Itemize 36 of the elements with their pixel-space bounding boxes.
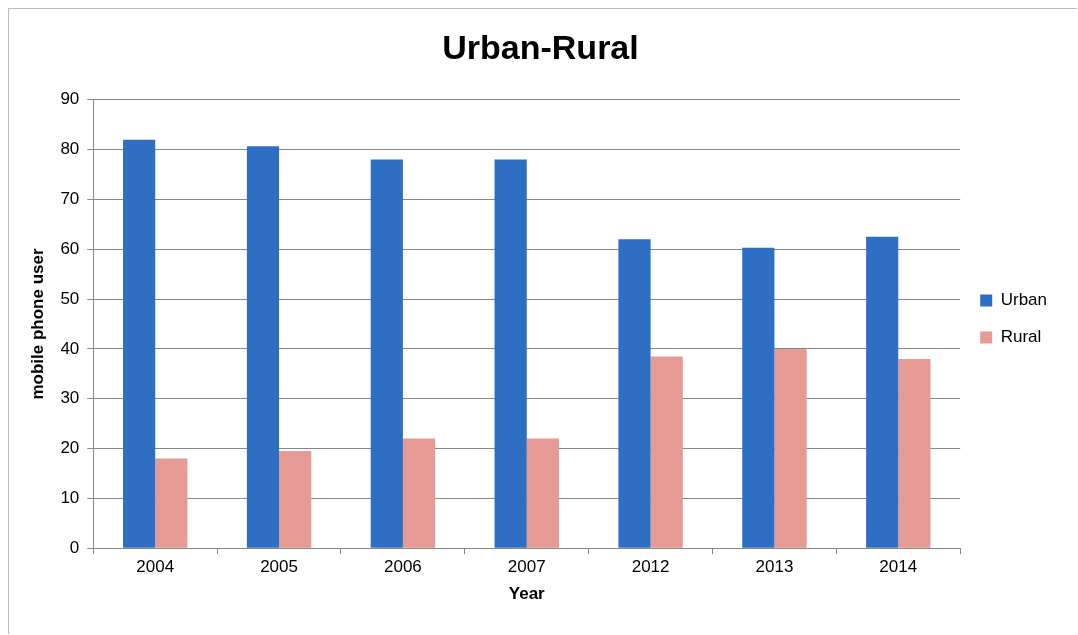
- y-tick-label: 0: [69, 537, 80, 557]
- bar: [650, 356, 683, 548]
- bar: [898, 358, 931, 548]
- y-tick-label: 70: [60, 189, 80, 209]
- bar: [742, 247, 775, 548]
- bar: [774, 348, 807, 548]
- x-tick-label: 2013: [755, 557, 794, 577]
- bar: [370, 159, 403, 548]
- bar: [494, 159, 527, 548]
- bar: [123, 139, 156, 548]
- x-axis-title: Year: [508, 584, 546, 604]
- bar: [155, 458, 188, 548]
- bar: [526, 438, 559, 548]
- bar: [402, 438, 436, 548]
- y-tick-label: 90: [60, 89, 80, 109]
- y-tick-label: 50: [60, 288, 80, 308]
- y-tick-label: 60: [60, 238, 80, 258]
- chart-title: Urban-Rural: [442, 27, 639, 66]
- x-tick-label: 2004: [136, 557, 175, 577]
- y-tick-label: 40: [60, 338, 80, 358]
- y-tick-label: 80: [60, 139, 80, 159]
- bar: [279, 451, 312, 548]
- x-tick-label: 2014: [879, 557, 918, 577]
- legend-label: Rural: [1000, 327, 1042, 347]
- bar: [618, 239, 651, 548]
- x-tick-label: 2006: [384, 557, 422, 577]
- y-tick-label: 30: [60, 388, 80, 408]
- x-tick-label: 2007: [507, 557, 546, 577]
- y-tick-label: 20: [60, 438, 80, 458]
- x-tick-label: 2005: [260, 557, 298, 577]
- x-tick-label: 2012: [631, 557, 670, 577]
- legend-label: Urban: [1000, 290, 1048, 310]
- y-tick-label: 10: [60, 488, 80, 508]
- bar: [246, 146, 280, 548]
- bar: [866, 236, 899, 548]
- y-axis-title: mobile phone user: [27, 248, 47, 400]
